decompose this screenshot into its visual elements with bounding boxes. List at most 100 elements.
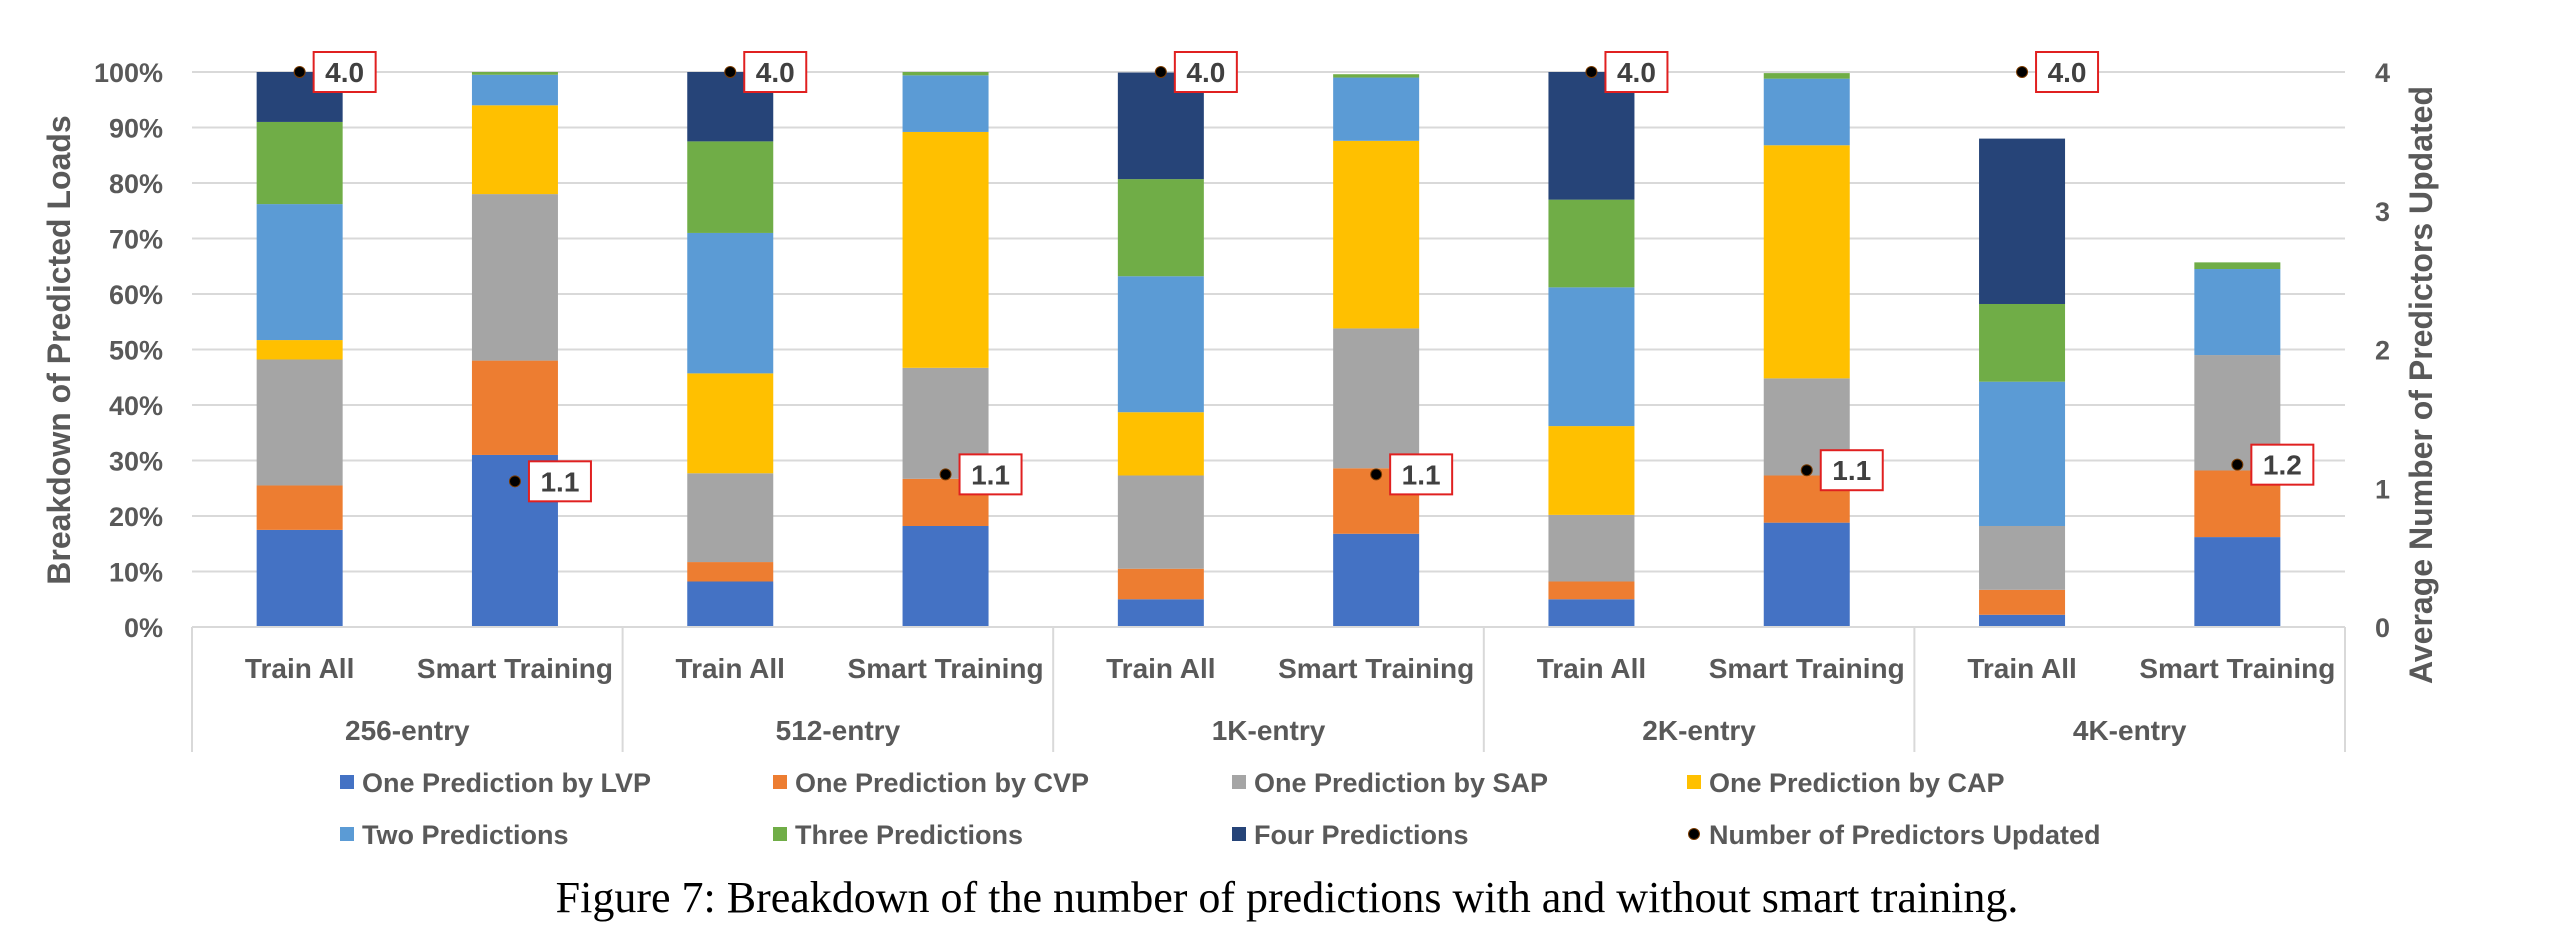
bar-segment	[902, 75, 989, 132]
chart: 0% 10% 20% 30% 40% 50% 60% 70% 80% 90% 100% 0 1 2 3 4 Br…	[41, 51, 2439, 850]
bar-segment	[902, 131, 989, 368]
data-label: 4.0	[1186, 57, 1225, 88]
bar-segment	[1979, 525, 2066, 590]
bar-segment	[471, 194, 558, 361]
legend-marker	[1688, 828, 1700, 840]
y2-tick-label: 0	[2375, 613, 2390, 643]
data-label: 4.0	[1617, 57, 1656, 88]
legend-swatch	[1687, 775, 1701, 789]
x-category-label: Train All	[1106, 653, 1215, 684]
data-label: 1.1	[1402, 459, 1441, 490]
bar-segment	[471, 72, 558, 75]
x-category-label: Train All	[676, 653, 785, 684]
legend-label: Two Predictions	[362, 820, 569, 850]
y-tick-label: 60%	[109, 280, 163, 310]
x-category-label: Smart Training	[1709, 653, 1905, 684]
bar-segment	[2194, 537, 2281, 627]
bar-segment	[1979, 138, 2066, 304]
y2-tick-label: 3	[2375, 197, 2390, 227]
data-label-box	[1173, 51, 1238, 93]
data-label-box	[743, 51, 808, 93]
bar-segment	[256, 529, 343, 627]
y2-tick-label: 1	[2375, 474, 2390, 504]
x-group-label: 2K-entry	[1642, 715, 1756, 746]
predictor-point	[2016, 66, 2029, 78]
bar-segment	[1333, 74, 1420, 78]
data-label-box	[1604, 51, 1669, 93]
bar-segment	[902, 525, 989, 627]
predictor-point	[1800, 464, 1813, 477]
bar-segment	[2194, 262, 2281, 270]
bar-segment	[1333, 533, 1420, 627]
bar-segment	[1548, 581, 1635, 600]
legend-label: One Prediction by SAP	[1254, 768, 1548, 798]
y-tick-label: 80%	[109, 169, 163, 199]
x-category-label: Smart Training	[417, 653, 613, 684]
x-category-label: Smart Training	[2139, 653, 2335, 684]
predictor-point	[724, 66, 737, 78]
legend-label: One Prediction by CVP	[795, 768, 1089, 798]
y-axis-title: Breakdown of Predicted Loads	[41, 115, 77, 584]
data-label-box	[958, 453, 1023, 496]
legend-swatch	[340, 775, 354, 789]
bar-segment	[1548, 514, 1635, 582]
x-category-label: Train All	[245, 653, 354, 684]
predictor-point	[1585, 66, 1598, 78]
data-label: 1.1	[540, 466, 579, 497]
legend-label: One Prediction by LVP	[362, 768, 651, 798]
y-tick-label: 20%	[109, 502, 163, 532]
y-tick-label: 10%	[109, 558, 163, 588]
predictor-point	[939, 468, 952, 481]
x-group-label: 512-entry	[776, 715, 901, 746]
bar-segment	[1548, 599, 1635, 627]
data-label-box	[312, 51, 377, 93]
bar-segment	[1979, 303, 2066, 382]
bar-segment	[1117, 179, 1204, 277]
predictor-point	[508, 475, 521, 488]
data-label-box	[2035, 51, 2100, 93]
bar-segment	[2194, 269, 2281, 356]
bar-segment	[256, 359, 343, 486]
y-tick-label: 90%	[109, 114, 163, 144]
legend-swatch	[1232, 775, 1246, 789]
x-group-label: 256-entry	[345, 715, 470, 746]
legend-label: Three Predictions	[795, 820, 1023, 850]
data-label: 1.2	[2263, 450, 2302, 481]
bar-segment	[256, 121, 343, 205]
bar-segment	[471, 360, 558, 455]
legend-swatch	[340, 827, 354, 841]
data-label: 1.1	[971, 459, 1010, 490]
legend-label: One Prediction by CAP	[1709, 768, 2005, 798]
x-category-label: Train All	[1537, 653, 1646, 684]
bar-segment	[1548, 287, 1635, 427]
legend-swatch	[773, 775, 787, 789]
bar-segment	[1979, 614, 2066, 627]
bar-segment	[1117, 276, 1204, 413]
bar-segment	[1979, 381, 2066, 526]
data-label: 4.0	[756, 57, 795, 88]
bar-segment	[1333, 77, 1420, 141]
bar-segment	[687, 581, 774, 627]
axes: 0% 10% 20% 30% 40% 50% 60% 70% 80% 90% 100% 0 1 2 3 4 Br…	[41, 58, 2439, 752]
bar-segment	[1763, 145, 1850, 379]
bar-segment	[471, 74, 558, 106]
bar-segment	[1979, 589, 2066, 615]
y-tick-label: 30%	[109, 447, 163, 477]
bar-segment	[1117, 412, 1204, 476]
y2-tick-label: 2	[2375, 336, 2390, 366]
legend-swatch	[773, 827, 787, 841]
bar-segment	[687, 232, 774, 374]
data-label-box	[1389, 453, 1454, 496]
x-group-label: 4K-entry	[2073, 715, 2187, 746]
x-category-label: Smart Training	[848, 653, 1044, 684]
bar-segment	[1117, 475, 1204, 569]
bar-segment	[1548, 199, 1635, 288]
bar-segment	[256, 204, 343, 341]
data-label: 4.0	[2048, 57, 2087, 88]
bar-segment	[1117, 599, 1204, 627]
bar-segment	[471, 105, 558, 195]
bar-segment	[256, 485, 343, 530]
bar-segment	[1548, 72, 1635, 200]
bar-segment	[687, 562, 774, 582]
x-group-label: 1K-entry	[1212, 715, 1326, 746]
